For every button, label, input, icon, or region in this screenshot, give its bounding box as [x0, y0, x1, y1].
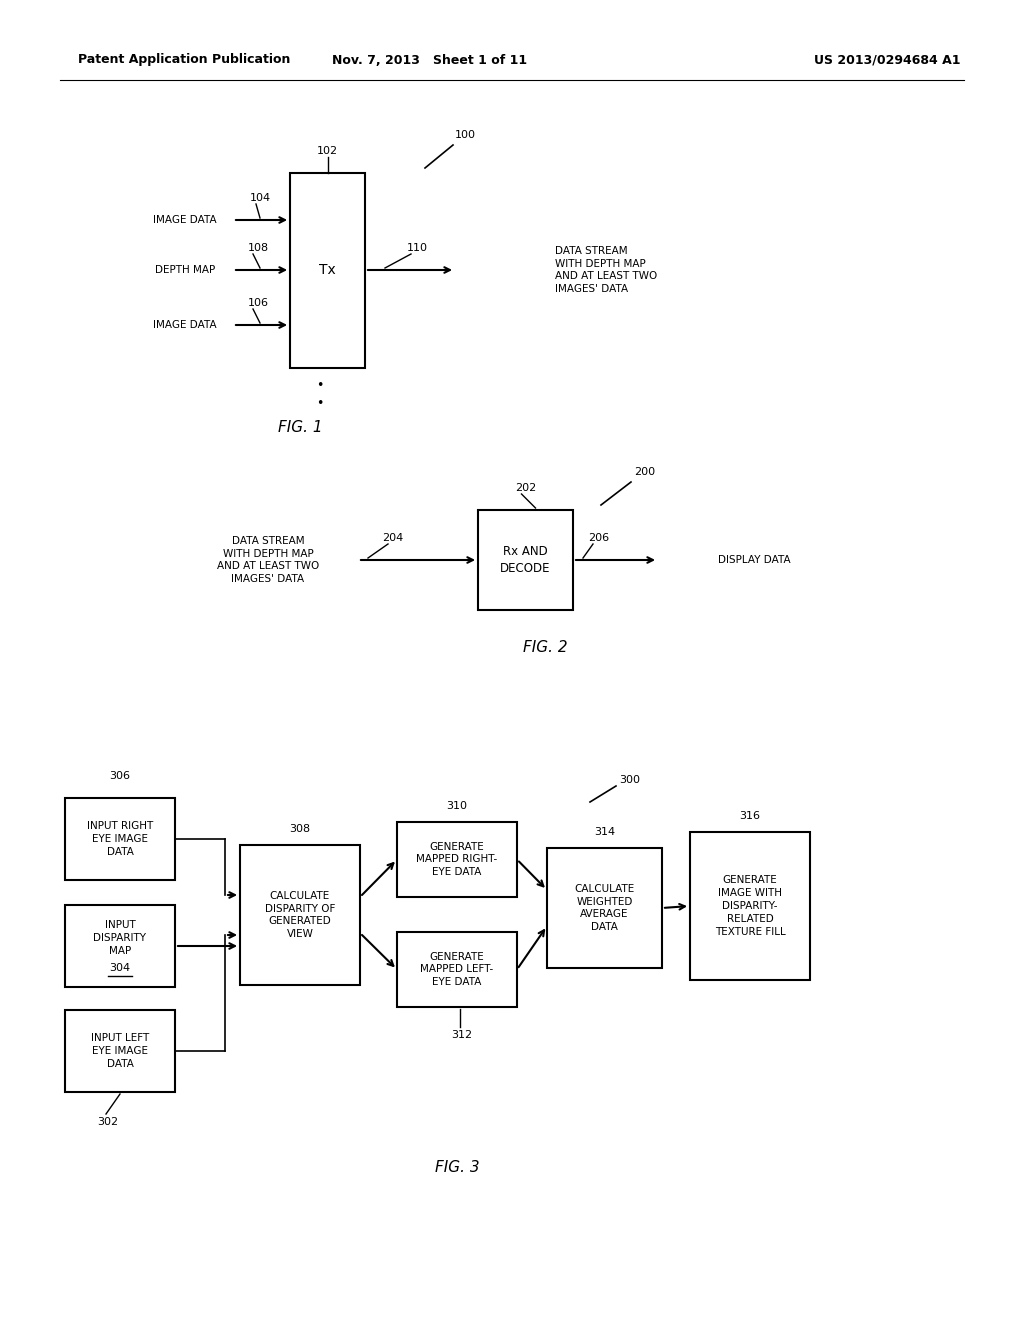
- Bar: [397, 822, 517, 898]
- Text: 314: 314: [594, 828, 615, 837]
- Text: 106: 106: [248, 298, 268, 308]
- Bar: [65, 906, 175, 987]
- Text: 302: 302: [97, 1117, 119, 1127]
- Text: GENERATE
MAPPED RIGHT-
EYE DATA: GENERATE MAPPED RIGHT- EYE DATA: [417, 842, 498, 878]
- Text: IMAGE DATA: IMAGE DATA: [154, 215, 217, 224]
- Text: DATA STREAM
WITH DEPTH MAP
AND AT LEAST TWO
IMAGES' DATA: DATA STREAM WITH DEPTH MAP AND AT LEAST …: [555, 246, 657, 294]
- Text: 204: 204: [382, 533, 403, 543]
- Text: Rx AND
DECODE: Rx AND DECODE: [501, 545, 551, 574]
- Text: 316: 316: [739, 810, 761, 821]
- Text: 304: 304: [110, 964, 131, 973]
- Bar: [397, 932, 517, 1007]
- Text: 110: 110: [407, 243, 427, 253]
- Bar: [478, 510, 573, 610]
- Text: 108: 108: [248, 243, 268, 253]
- Text: 312: 312: [452, 1030, 472, 1040]
- Text: 100: 100: [455, 129, 475, 140]
- Text: US 2013/0294684 A1: US 2013/0294684 A1: [813, 54, 961, 66]
- Bar: [240, 845, 360, 985]
- Text: 202: 202: [515, 483, 537, 492]
- Text: 310: 310: [446, 801, 468, 810]
- Text: INPUT LEFT
EYE IMAGE
DATA: INPUT LEFT EYE IMAGE DATA: [91, 1034, 150, 1069]
- Text: •: •: [315, 380, 324, 392]
- Text: CALCULATE
DISPARITY OF
GENERATED
VIEW: CALCULATE DISPARITY OF GENERATED VIEW: [265, 891, 335, 940]
- Text: 102: 102: [317, 147, 338, 156]
- Text: DATA STREAM
WITH DEPTH MAP
AND AT LEAST TWO
IMAGES' DATA: DATA STREAM WITH DEPTH MAP AND AT LEAST …: [217, 536, 319, 585]
- Bar: [65, 799, 175, 880]
- Bar: [65, 1010, 175, 1092]
- Text: CALCULATE
WEIGHTED
AVERAGE
DATA: CALCULATE WEIGHTED AVERAGE DATA: [574, 884, 635, 932]
- Bar: [290, 173, 365, 368]
- Bar: [547, 847, 662, 968]
- Text: Tx: Tx: [319, 264, 336, 277]
- Text: DEPTH MAP: DEPTH MAP: [155, 265, 215, 275]
- Text: GENERATE
MAPPED LEFT-
EYE DATA: GENERATE MAPPED LEFT- EYE DATA: [421, 952, 494, 987]
- Text: 206: 206: [589, 533, 609, 543]
- Text: Nov. 7, 2013   Sheet 1 of 11: Nov. 7, 2013 Sheet 1 of 11: [333, 54, 527, 66]
- Text: •: •: [315, 397, 324, 411]
- Text: GENERATE
IMAGE WITH
DISPARITY-
RELATED
TEXTURE FILL: GENERATE IMAGE WITH DISPARITY- RELATED T…: [715, 875, 785, 937]
- Text: 300: 300: [620, 775, 640, 785]
- Text: FIG. 3: FIG. 3: [434, 1159, 479, 1175]
- Text: 306: 306: [110, 771, 130, 781]
- Text: INPUT RIGHT
EYE IMAGE
DATA: INPUT RIGHT EYE IMAGE DATA: [87, 821, 154, 857]
- Text: 308: 308: [290, 824, 310, 834]
- Text: INPUT
DISPARITY
MAP: INPUT DISPARITY MAP: [93, 920, 146, 956]
- Text: DISPLAY DATA: DISPLAY DATA: [718, 554, 791, 565]
- Text: FIG. 2: FIG. 2: [523, 640, 568, 656]
- Text: IMAGE DATA: IMAGE DATA: [154, 319, 217, 330]
- Text: 200: 200: [635, 467, 655, 477]
- Text: 104: 104: [250, 193, 270, 203]
- Bar: [690, 832, 810, 979]
- Text: Patent Application Publication: Patent Application Publication: [78, 54, 291, 66]
- Text: FIG. 1: FIG. 1: [278, 421, 323, 436]
